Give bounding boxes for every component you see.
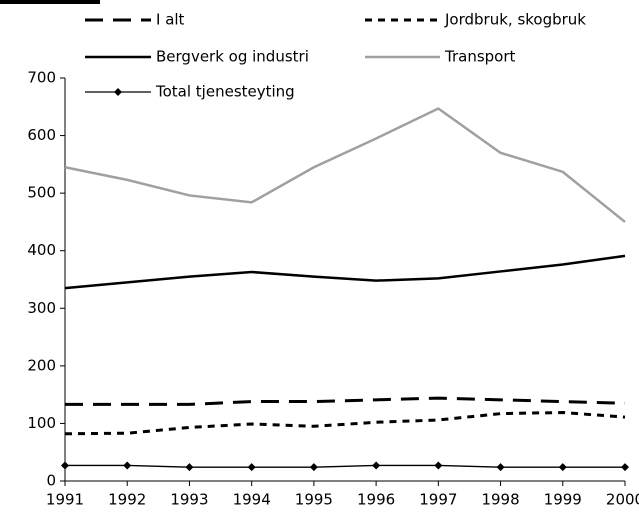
marker: [309, 463, 318, 472]
marker: [123, 461, 132, 470]
x-tick-label: 1994: [233, 491, 271, 509]
marker: [247, 463, 256, 472]
marker: [496, 463, 505, 472]
series-line: [65, 464, 625, 468]
series-line: [64, 254, 626, 290]
cropped-heading: [0, 0, 100, 4]
y-tick-label: 300: [27, 299, 56, 317]
x-tick-label: 1999: [544, 491, 582, 509]
y-tick-label: 500: [27, 184, 56, 202]
legend-label: Jordbruk, skogbruk: [444, 11, 586, 29]
x-tick-label: 1997: [419, 491, 457, 509]
legend-label: I alt: [156, 11, 185, 29]
series-line: [64, 107, 626, 223]
x-tick-label: 1992: [108, 491, 146, 509]
y-tick-label: 400: [27, 241, 56, 259]
x-tick-label: 1998: [481, 491, 519, 509]
legend-label: Transport: [444, 48, 516, 66]
x-tick-label: 1993: [170, 491, 208, 509]
marker: [372, 461, 381, 470]
y-tick-label: 100: [27, 414, 56, 432]
marker: [621, 463, 629, 472]
x-tick-label: 2000: [606, 491, 639, 509]
y-tick-label: 0: [46, 472, 56, 490]
marker: [61, 461, 69, 470]
legend-marker: [114, 88, 122, 96]
legend-label: Total tjenesteyting: [155, 83, 295, 101]
x-tick-label: 1996: [357, 491, 395, 509]
legend-label: Bergverk og industri: [156, 48, 309, 66]
series-line: [65, 396, 626, 406]
marker: [434, 461, 443, 470]
marker: [558, 463, 567, 472]
y-tick-label: 200: [27, 356, 56, 374]
x-tick-label: 1991: [46, 491, 84, 509]
y-tick-label: 700: [27, 69, 56, 87]
x-tick-label: 1995: [295, 491, 333, 509]
series-line: [64, 410, 626, 436]
marker: [185, 463, 194, 472]
y-tick-label: 600: [27, 126, 56, 144]
